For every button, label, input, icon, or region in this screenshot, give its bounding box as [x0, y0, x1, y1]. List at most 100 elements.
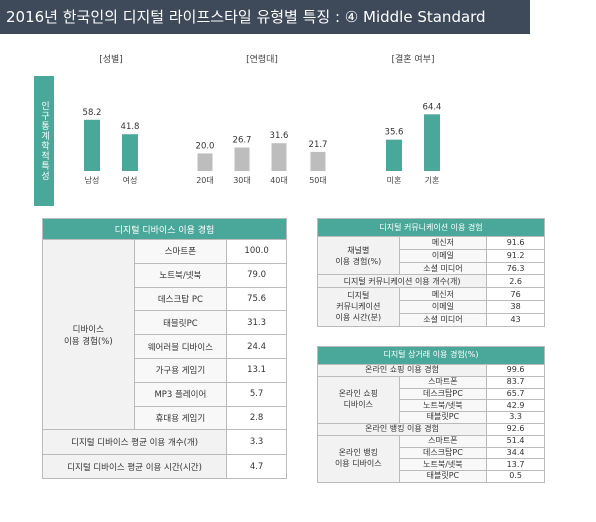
row-label: 디지털 디바이스 평균 이용 시간(시간) — [41, 453, 228, 480]
row-value: 38 — [486, 299, 545, 314]
category-label: 미혼 — [387, 175, 402, 185]
row-value: 2.6 — [486, 274, 545, 289]
row-label: 이메일 — [398, 299, 488, 314]
category-label: 여성 — [123, 175, 138, 185]
bar-value-label: 35.6 — [385, 128, 404, 138]
bar-value-label: 58.2 — [83, 108, 102, 118]
table-header: 디지털 상거래 이용 경험(%) — [317, 346, 545, 365]
bar — [310, 151, 326, 171]
row-value: 0.5 — [486, 470, 545, 483]
row-value: 91.2 — [486, 248, 545, 263]
row-group-label: 디지털 커뮤니케이션 이용 시간(분) — [317, 287, 400, 327]
table-row: 디지털 디바이스 평균 이용 시간(시간) 4.7 — [41, 453, 287, 480]
row-label: 가구용 게임기 — [133, 357, 228, 383]
category-label: 남성 — [85, 176, 100, 185]
bar — [424, 114, 440, 171]
row-label: 태블릿PC — [133, 310, 228, 336]
table-row: 태블릿PC 3.3 — [318, 411, 545, 424]
table-row: 디지털 커뮤니케이션 이용 시간(분) 메신저 76 — [317, 287, 545, 327]
bar — [197, 153, 213, 171]
table-row: 디바이스 이용 경험(%) 스마트폰 100.0 — [42, 238, 287, 431]
bar-value-label: 64.4 — [423, 102, 442, 112]
row-label: 노트북/넷북 — [398, 399, 488, 413]
row-value: 76 — [486, 287, 545, 301]
row-group-label: 채널별 이용 경험(%) — [317, 235, 400, 276]
row-label: 온라인 뱅킹 이용 경험 — [316, 422, 488, 436]
row-value: 76.3 — [486, 261, 545, 276]
row-value: 34.4 — [486, 446, 545, 460]
row-label: 스마트폰 — [398, 434, 488, 448]
row-value: 83.7 — [486, 375, 545, 389]
bar-value-label: 31.6 — [270, 131, 289, 141]
table-row: 디지털 디바이스 평균 이용 개수(개) 3.3 — [41, 429, 287, 455]
bar — [122, 134, 138, 171]
row-group-label: 디바이스 이용 경험(%) — [42, 238, 135, 431]
device-usage-table: 디지털 디바이스 이용 경험 디바이스 이용 경험(%) 스마트폰 100.0 노트북/넷… — [41, 218, 287, 480]
bar-value-label: 20.0 — [196, 141, 215, 151]
table-row: 데스크탑 PC 75.6 — [43, 286, 287, 312]
category-label: 기혼 — [425, 175, 440, 185]
row-label: 데스크탑PC — [398, 446, 488, 460]
bar — [386, 139, 402, 171]
row-value: 5.7 — [226, 381, 287, 407]
row-group-label: 온라인 뱅킹 이용 디바이스 — [317, 434, 400, 483]
row-group-label: 온라인 쇼핑 디바이스 — [317, 375, 400, 424]
row-value: 91.6 — [486, 236, 545, 250]
chart-title: [성별] — [99, 54, 123, 65]
bar-value-label: 26.7 — [233, 136, 252, 146]
row-label: 태블릿PC — [398, 411, 488, 424]
row-value: 51.4 — [486, 434, 545, 448]
page-title: 2016년 한국인의 디지털 라이프스타일 유형별 특징 : ④ Middle … — [0, 0, 530, 34]
row-value: 42.9 — [486, 399, 545, 413]
row-label: 태블릿PC — [398, 470, 488, 483]
row-label: 스마트폰 — [398, 375, 488, 389]
bar — [84, 119, 100, 171]
row-label: 휴대용 게임기 — [133, 405, 228, 431]
row-label: 데스크탑PC — [398, 387, 488, 401]
row-value: 3.3 — [226, 429, 287, 455]
category-label: 20대 — [196, 176, 214, 185]
table-row: 디지털 커뮤니케이션 이용 개수(개) 2.6 — [316, 274, 545, 289]
row-value: 3.3 — [486, 411, 545, 424]
row-label: 메신저 — [398, 287, 488, 301]
ecommerce-usage-table: 디지털 상거래 이용 경험(%) 온라인 쇼핑 이용 경험 99.6 온라인 쇼핑 디바… — [316, 346, 545, 483]
row-value: 4.7 — [226, 453, 287, 480]
table-row: 온라인 쇼핑 디바이스 스마트폰 83.7 — [317, 375, 545, 424]
chart-title: [연령대] — [246, 53, 278, 65]
row-label: 온라인 쇼핑 이용 경험 — [316, 364, 488, 377]
table-row: 가구용 게임기 13.1 — [43, 357, 287, 383]
row-value: 65.7 — [486, 387, 545, 401]
row-value: 24.4 — [226, 334, 287, 359]
row-value: 79.0 — [226, 262, 287, 288]
row-label: 메신저 — [398, 236, 488, 250]
table-row: 디지털 커뮤니케이션 이용 경험 — [317, 218, 545, 237]
table-row: 노트북/넷북 79.0 — [43, 262, 287, 288]
table-row: 휴대용 게임기 2.8 — [43, 405, 287, 431]
table-row: 온라인 뱅킹 이용 디바이스 스마트폰 51.4 — [317, 434, 545, 483]
row-label: 스마트폰 — [133, 239, 228, 264]
row-value: 99.6 — [486, 364, 545, 377]
row-label: 디지털 디바이스 평균 이용 개수(개) — [41, 429, 228, 455]
table-row: 노트북/넷북 42.9 — [318, 399, 545, 413]
table-row: 온라인 뱅킹 이용 경험 92.6 — [316, 422, 545, 436]
row-label: MP3 플레이어 — [133, 381, 228, 407]
row-label: 노트북/넷북 — [133, 262, 228, 288]
table-row: 이메일 38 — [318, 299, 545, 314]
demographics-side-label: 인구통계학적특성 — [34, 76, 54, 206]
table-header: 디지털 커뮤니케이션 이용 경험 — [317, 218, 545, 237]
table-row: 온라인 쇼핑 이용 경험 99.6 — [316, 364, 545, 377]
table-row: 소셜 미디어 43 — [318, 312, 545, 327]
chart-title: [결혼 여부] — [391, 53, 434, 65]
row-label: 디지털 커뮤니케이션 이용 개수(개) — [316, 274, 488, 289]
bar-value-label: 41.8 — [121, 122, 140, 132]
row-value: 100.0 — [226, 239, 287, 264]
row-value: 13.7 — [486, 458, 545, 472]
communication-usage-table: 디지털 커뮤니케이션 이용 경험 채널별 이용 경험(%) 메신저 91.6 이메일 91.… — [316, 218, 545, 327]
row-label: 데스크탑 PC — [133, 286, 228, 312]
row-label: 소셜 미디어 — [398, 312, 488, 327]
table-row: MP3 플레이어 5.7 — [43, 381, 287, 407]
table-row: 노트북/넷북 13.7 — [318, 458, 545, 472]
table-row: 데스크탑PC 65.7 — [318, 387, 545, 401]
row-value: 2.8 — [226, 405, 287, 431]
bar — [234, 147, 250, 171]
